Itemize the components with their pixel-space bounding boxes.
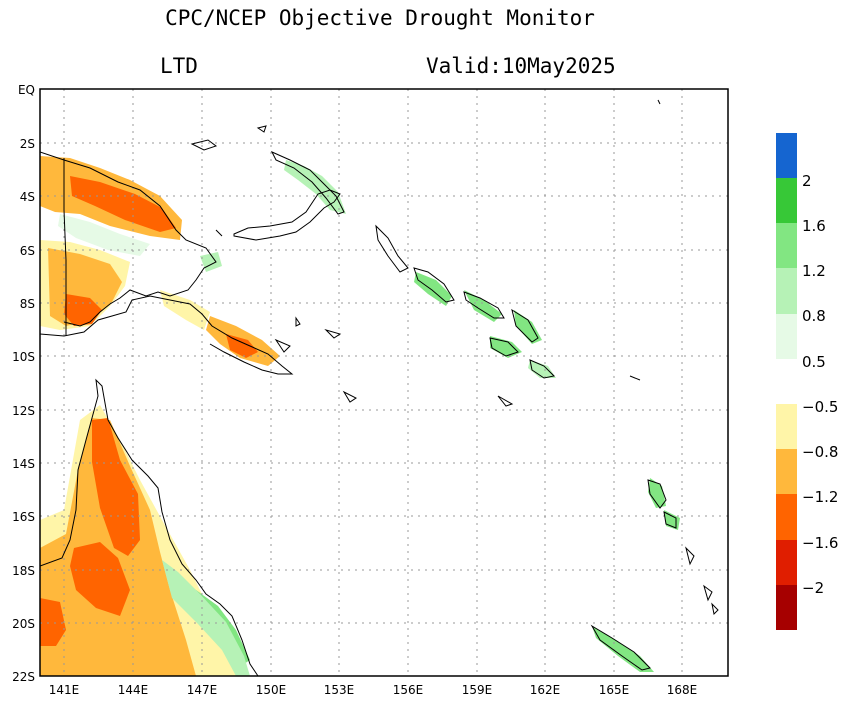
lat-tick: 8S [20,297,35,311]
anomaly-region-solomons-1 [464,290,502,322]
coast-new-guinea-north [40,151,217,327]
lon-tick: 168E [667,683,698,697]
lat-tick: 12S [12,404,35,418]
lat-tick: 6S [20,244,35,258]
legend-label-dry: −0.8 [802,443,838,461]
coast-choiseul [463,291,505,319]
lon-ticks: 141E 144E 147E 150E 153E 156E 159E 162E … [49,683,698,697]
coast-guadalcanal [489,337,519,357]
legend-swatch-wet [776,223,797,268]
anomaly-region-png-south-core [64,294,102,326]
index-label: LTD [160,54,198,78]
coast-new-britain [233,189,341,241]
legend-label-dry: −1.6 [802,534,838,552]
legend-swatch-wet [776,268,797,314]
valid-date-label: Valid:10May2025 [426,54,616,78]
lat-tick: 14S [12,457,35,471]
coast-vanuatu-malekula [663,511,677,529]
anomaly-region-png-central-light [58,214,150,256]
lon-tick: 159E [462,683,493,697]
legend-label-dry: −1.2 [802,488,838,506]
lon-tick: 156E [393,683,424,697]
anomaly-region-solomons-3 [514,310,542,344]
lon-tick: 147E [187,683,218,697]
lat-tick: 22S [12,670,35,684]
coast-new-ireland [270,150,345,215]
coast-new-caledonia [590,624,651,671]
map-frame [39,88,729,677]
legend-swatch-wet [776,314,797,359]
legend-swatch-dry [776,585,797,630]
coast-north-islets [215,99,661,237]
lon-tick: 150E [256,683,287,697]
legend-label-wet: 0.8 [802,307,826,325]
legend-swatch-dry [776,449,797,494]
lon-tick: 165E [599,683,630,697]
anomaly-region-solomons-2 [490,336,522,358]
map-title: CPC/NCEP Objective Drought Monitor [165,6,595,30]
border-png [63,158,67,336]
coast-queensland [40,378,259,676]
legend-swatch-wet [776,133,797,178]
lat-tick: 10S [12,350,35,364]
anomaly-region-solomons-4 [528,360,556,378]
lat-tick: 2S [20,137,35,151]
coastlines [40,99,719,676]
coast-santa-isabel [511,308,539,343]
map-field [40,156,680,676]
anomaly-region-png-southeast-core [226,334,258,358]
coast-vanuatu-south [685,546,719,616]
legend-label-wet: 2 [802,172,812,190]
lon-tick: 144E [118,683,149,697]
anomaly-region-vanuatu-1 [648,478,666,508]
coast-solomons-small [274,316,641,407]
coast-new-guinea-south [40,295,294,375]
lat-tick: 18S [12,564,35,578]
anomaly-region-bougainville [414,272,452,306]
legend-label-dry: −2 [802,579,824,597]
lon-tick: 162E [530,683,561,697]
lon-tick: 153E [324,683,355,697]
coast-bougainville [413,267,455,303]
legend-swatch-wet [776,178,797,223]
lon-tick: 141E [49,683,80,697]
lat-tick: 16S [12,510,35,524]
lat-tick: EQ [18,83,35,97]
coast-manus [190,139,218,151]
coast-malaita [529,359,556,379]
legend-swatch-dry [776,494,797,540]
coast-buka [375,224,409,273]
legend-dry: −0.5 −0.8 −1.2 −1.6 −2 [776,398,838,630]
anomaly-region-qld-coast-wet-light [162,560,250,676]
coast-vanuatu-espiritu [647,479,667,509]
anomaly-region-qld-core-north [92,418,140,556]
anomaly-region-qld-core-south [40,598,66,646]
anomaly-region-new-britain [284,160,346,214]
lat-tick: 20S [12,617,35,631]
anomaly-region-png-east-light [160,290,210,330]
anomaly-region-new-caledonia [592,626,654,672]
anomaly-region-qld-core-central [70,542,130,616]
legend-label-wet: 1.6 [802,217,826,235]
lat-tick: 4S [20,190,35,204]
legend-label-dry: −0.5 [802,398,838,416]
legend-swatch-dry [776,540,797,585]
legend-swatch-dry [776,404,797,449]
anomaly-region-png-north [70,176,176,232]
legend-wet: 2 1.6 1.2 0.8 0.5 [776,133,826,371]
legend-label-wet: 1.2 [802,262,826,280]
legend-label-wet: 0.5 [802,353,826,371]
lat-ticks: EQ 2S 4S 6S 8S 10S 12S 14S 16S 18S 20S 2… [12,83,35,684]
